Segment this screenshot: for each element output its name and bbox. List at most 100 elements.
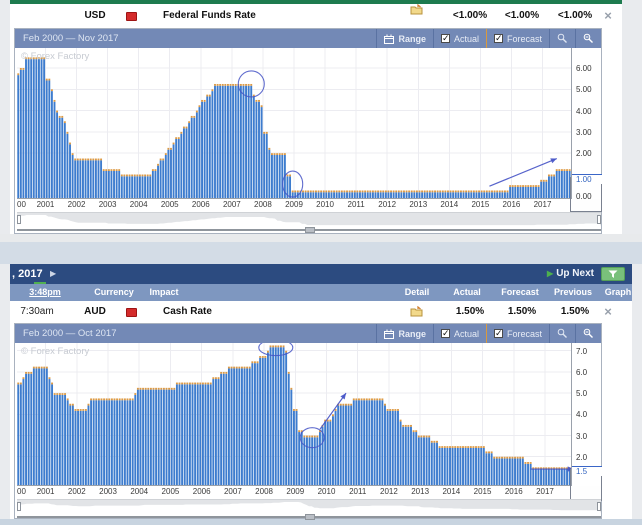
range-button[interactable]: Range <box>376 324 433 343</box>
previous-value: 1.50% <box>560 306 590 317</box>
chart-plot-area[interactable]: © Forex Factory 7.0 6.0 5.0 4.0 3.0 2.0 1.5 <box>15 339 602 486</box>
x-tick-label: 2005 <box>161 487 180 496</box>
magnifier-icon <box>557 33 567 43</box>
x-tick-label: 2011 <box>347 200 365 209</box>
forecast-checkbox-label: Forecast <box>506 33 542 44</box>
chart-scrollbar[interactable] <box>17 226 601 233</box>
x-tick-label: 2014 <box>440 200 459 209</box>
chart-scrollbar[interactable] <box>17 513 601 520</box>
calendar-date: , 2017 <box>12 268 43 280</box>
filter-button[interactable] <box>601 267 625 281</box>
date-next-button[interactable]: ▶ <box>50 269 57 278</box>
filter-funnel-icon <box>608 270 618 278</box>
x-tick-label: 2002 <box>67 200 86 209</box>
chart-toolbar-buttons: Range ✓ Actual ✓ Forecast <box>376 324 601 343</box>
x-tick-label: 2014 <box>442 487 461 496</box>
x-tick-label: 2010 <box>316 200 334 209</box>
row-highlight-green-strip <box>10 0 622 4</box>
range-button-label: Range <box>398 33 426 44</box>
column-detail: Detail <box>404 287 430 297</box>
current-rate-label: 1.5 <box>572 466 602 477</box>
navigator-left-handle[interactable] <box>17 502 21 511</box>
chart-navigator[interactable] <box>17 499 601 513</box>
time-link[interactable]: 3:48pm <box>29 287 61 297</box>
x-tick-label: 2015 <box>471 200 490 209</box>
scrollbar-thumb[interactable] <box>305 514 315 520</box>
detail-folder-button[interactable] <box>410 4 424 16</box>
x-tick-label: 2010 <box>317 487 336 496</box>
chart-navigator[interactable] <box>17 212 601 226</box>
actual-checkbox[interactable]: ✓ Actual <box>432 324 486 343</box>
x-tick-label: 2002 <box>67 487 86 496</box>
zoom-in-button[interactable] <box>575 324 601 343</box>
event-title: Cash Rate <box>163 306 212 317</box>
x-tick-label: 2006 <box>192 487 211 496</box>
y-tick-label: 5.0 <box>576 389 588 399</box>
y-tick-label: 6.0 <box>576 367 588 377</box>
navigator-right-handle[interactable] <box>597 215 601 224</box>
forecast-checkbox[interactable]: ✓ Forecast <box>485 29 549 48</box>
detail-folder-button[interactable] <box>410 306 424 318</box>
divider-gray-band <box>0 234 642 242</box>
calendar-icon <box>384 329 395 339</box>
folder-icon <box>410 4 423 15</box>
navigator-right-handle[interactable] <box>597 502 601 511</box>
x-tick-label: 2006 <box>191 200 210 209</box>
collapse-graph-button[interactable]: × <box>604 304 612 319</box>
aud-rate-chart[interactable] <box>17 339 574 486</box>
range-button-label: Range <box>398 328 426 339</box>
y-axis: 7.0 6.0 5.0 4.0 3.0 2.0 1.5 <box>571 343 602 486</box>
magnifier-icon <box>583 33 593 43</box>
y-tick-label: 5.00 <box>576 85 592 95</box>
collapse-graph-button[interactable]: × <box>604 8 612 23</box>
range-button[interactable]: Range <box>376 29 433 48</box>
scrollbar-thumb[interactable] <box>305 227 315 233</box>
x-tick-label: 2008 <box>254 200 272 209</box>
y-tick-label: 3.0 <box>576 431 588 441</box>
chart-toolbar: Feb 2000 — Nov 2017 Range ✓ Actual <box>15 29 601 48</box>
zoom-out-button[interactable] <box>549 324 575 343</box>
zoom-in-button[interactable] <box>575 29 601 48</box>
previous-value: <1.00% <box>557 10 593 21</box>
calendar-icon <box>384 34 395 44</box>
y-tick-label: 4.0 <box>576 410 588 420</box>
y-tick-label: 2.0 <box>576 452 588 462</box>
zoom-out-button[interactable] <box>549 29 575 48</box>
chart-date-range: Feb 2000 — Nov 2017 <box>23 33 119 44</box>
x-axis: 00 2001 2002 2003 2004 2005 2006 2007 2008 2009 20… <box>17 199 571 212</box>
actual-checkbox[interactable]: ✓ Actual <box>432 29 486 48</box>
x-axis: 00 2001 2002 2003 2004 2005 2006 2007 2008 2009 20… <box>17 486 571 499</box>
column-forecast: Forecast <box>501 287 539 297</box>
watermark: © Forex Factory <box>21 51 90 62</box>
chart-toolbar-buttons: Range ✓ Actual ✓ Forecast <box>376 29 601 48</box>
forecast-checkbox[interactable]: ✓ Forecast <box>485 324 549 343</box>
x-tick-label: 2017 <box>533 200 552 209</box>
actual-value: <1.00% <box>452 10 488 21</box>
usd-rate-chart[interactable] <box>17 48 571 200</box>
y-tick-label: 6.00 <box>576 64 592 73</box>
x-tick-label: 2017 <box>536 487 554 496</box>
column-currency: Currency <box>94 287 134 297</box>
column-impact: Impact <box>149 287 179 297</box>
forecast-value: 1.50% <box>507 306 537 317</box>
checkbox-checked-icon: ✓ <box>493 328 503 338</box>
up-next-play-icon: ▶ <box>547 269 554 278</box>
y-axis: 6.00 5.00 4.00 3.00 2.00 0.00 1.00 <box>571 48 602 201</box>
chart-plot-area[interactable]: © Forex Factory 6.00 5.00 4.00 3.00 2.00 0.00… <box>15 48 602 201</box>
navigator-left-handle[interactable] <box>17 215 21 224</box>
current-rate-label: 1.00 <box>572 173 602 184</box>
up-next-label: Up Next <box>556 268 594 279</box>
event-row-usd: USD Federal Funds Rate <1.00% <1.00% <1.… <box>10 4 622 28</box>
checkbox-checked-icon: ✓ <box>440 328 450 338</box>
calendar-column-header: 3:48pm Currency Impact Detail Actual For… <box>10 284 632 301</box>
x-tick-label: 2016 <box>504 487 523 496</box>
x-tick-label: 2007 <box>222 200 241 209</box>
calendar-date-bar: , 2017 ▶ ▶ Up Next <box>10 264 632 284</box>
up-next-link[interactable]: ▶ Up Next <box>547 264 594 284</box>
y-tick-label: 4.00 <box>576 106 592 116</box>
currency-label: USD <box>84 10 106 21</box>
x-tick-label: 2008 <box>255 487 273 496</box>
column-actual: Actual <box>453 287 481 297</box>
x-tick-label: 2011 <box>349 487 367 496</box>
